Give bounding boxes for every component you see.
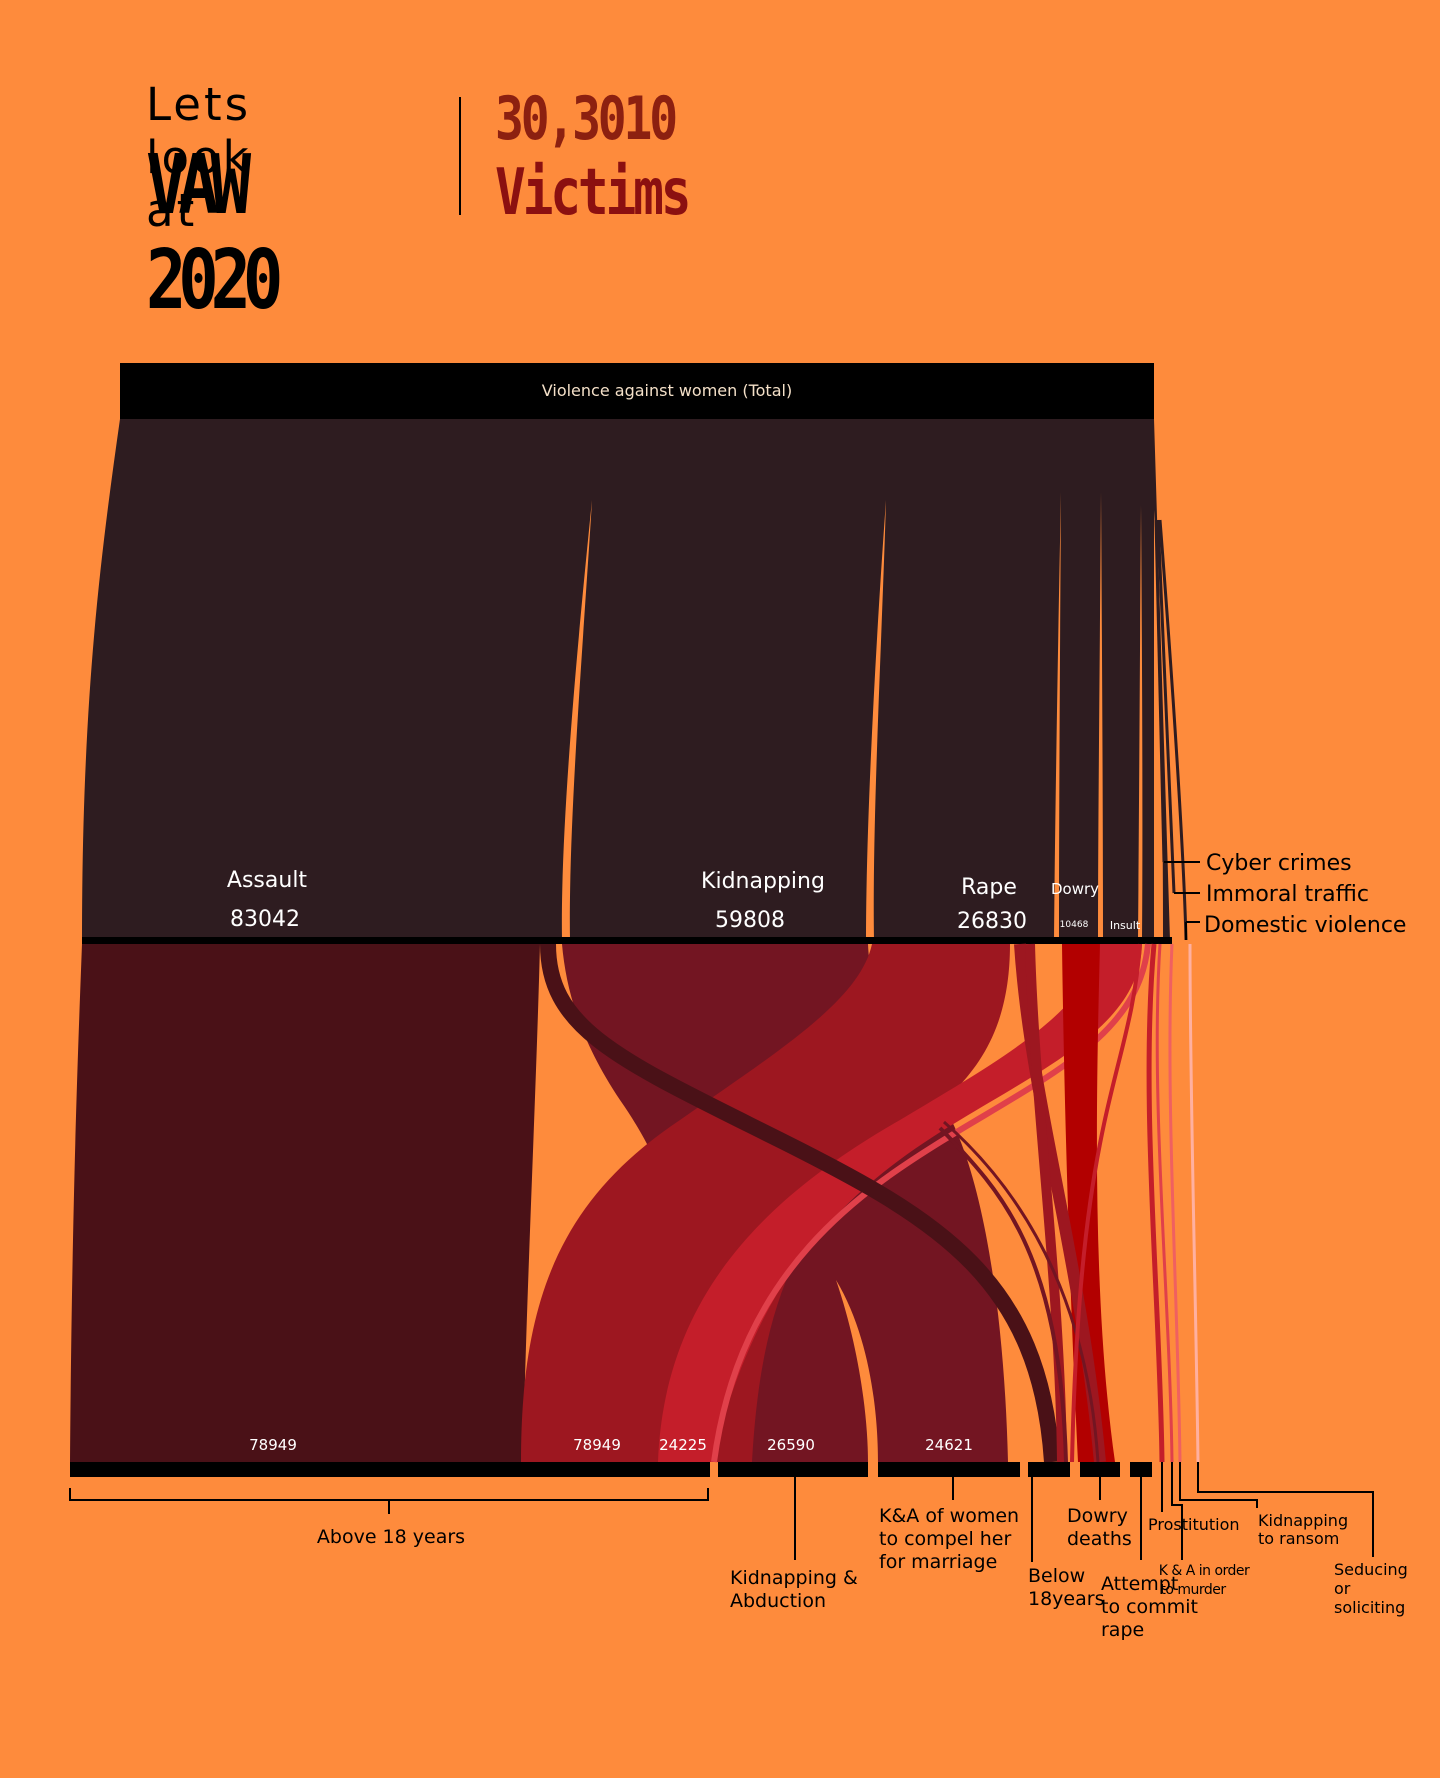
victims-label: Victims	[495, 156, 692, 230]
bottom-bar-ka-marriage	[878, 1462, 1020, 1477]
category-value-kidnapping: 59808	[715, 908, 785, 933]
gap-bottom-kidnapping	[836, 1280, 878, 1462]
side-label-cyber: Cyber crimes	[1206, 851, 1352, 876]
flow-kidnapping-thin2	[943, 1120, 1100, 1463]
outcome-ransom: Kidnapping to ransom	[1258, 1511, 1353, 1548]
gap-rape-dowry	[1054, 492, 1061, 940]
bottom-value-assault: 78949	[249, 1436, 297, 1454]
outcome-prostitution: Prostitution	[1148, 1515, 1240, 1534]
bottom-bar-dowry	[1080, 1462, 1120, 1477]
bracket-above18	[69, 1488, 709, 1514]
title-divider	[459, 97, 461, 215]
outcome-ka-murder: K & A in order to murder	[1159, 1563, 1254, 1598]
middle-separator	[82, 937, 1172, 944]
victims-count: 30,3010	[495, 84, 678, 154]
gap-assault-kidnapping	[561, 500, 592, 940]
strand-cyber	[1154, 519, 1166, 863]
total-label: Violence against women (Total)	[542, 381, 792, 400]
side-label-immoral: Immoral traffic	[1206, 882, 1369, 907]
outcome-attempt-rape: Attempt to commit rape	[1101, 1573, 1204, 1641]
outcome-kidnapping-abduction: Kidnapping & Abduction	[730, 1567, 864, 1612]
flow-assault-above18	[70, 944, 540, 1462]
connector-ka-murder	[1171, 1462, 1183, 1560]
flow-rape-above18	[521, 944, 1010, 1462]
gap-dowry-insult	[1098, 492, 1103, 940]
connector-domestic	[1185, 921, 1200, 940]
category-value-assault: 83042	[230, 907, 300, 932]
category-label-dowry: Dowry	[1051, 880, 1099, 898]
flow-rape-attempt	[1014, 943, 1106, 1463]
bottom-value-rape-left: 78949	[573, 1436, 621, 1454]
gap-kidnapping-rape	[866, 500, 886, 940]
subtitle: Lets look at	[146, 78, 252, 237]
flow-minor-prostitution	[1146, 943, 1165, 1463]
gap-insult-minor	[1138, 505, 1143, 940]
bottom-bar-kidnapping-abduction	[718, 1462, 868, 1477]
bottom-value-insult: 24225	[659, 1436, 707, 1454]
flow-minor-murder	[1155, 943, 1174, 1463]
outcome-ka-marriage: K&A of women to compel her for marriage	[879, 1505, 1025, 1573]
category-value-dowry: 10468	[1060, 920, 1089, 930]
side-label-domestic: Domestic violence	[1204, 913, 1406, 938]
flow-assault-below18	[540, 943, 1060, 1463]
flow-minor-seducing	[1188, 943, 1200, 1463]
strand-immoral	[1156, 519, 1176, 894]
main-title: VAW 2020	[146, 138, 283, 328]
bottom-bar-below18	[1028, 1462, 1070, 1477]
strand-domestic	[1158, 519, 1188, 941]
total-bar	[120, 363, 1154, 419]
bottom-value-ka-marriage: 24621	[925, 1436, 973, 1454]
top-category-block	[82, 419, 1170, 940]
outcome-below18: Below 18years	[1028, 1565, 1104, 1610]
outcome-seducing: Seducing or soliciting	[1334, 1560, 1413, 1617]
category-label-rape: Rape	[961, 875, 1017, 900]
flow-kidnapping-thin	[938, 1126, 1068, 1463]
category-label-kidnapping: Kidnapping	[701, 869, 825, 894]
category-value-rape: 26830	[957, 909, 1027, 934]
flow-insult-thin	[1070, 943, 1142, 1463]
flow-minor-ransom	[1168, 943, 1182, 1463]
category-label-insult: Insult	[1110, 919, 1141, 932]
bottom-value-kidnapping: 26590	[767, 1436, 815, 1454]
category-label-assault: Assault	[227, 868, 308, 893]
bottom-bar-attempt	[1130, 1462, 1152, 1477]
flow-insult-stripe	[711, 943, 1151, 1463]
outcome-dowry-deaths: Dowry deaths	[1067, 1505, 1134, 1550]
flow-insult-above18	[658, 944, 1142, 1462]
connector-seducing	[1197, 1462, 1374, 1557]
connector-ransom	[1179, 1462, 1258, 1508]
bottom-bar-above18	[70, 1462, 710, 1477]
outcome-above18: Above 18 years	[317, 1526, 465, 1548]
